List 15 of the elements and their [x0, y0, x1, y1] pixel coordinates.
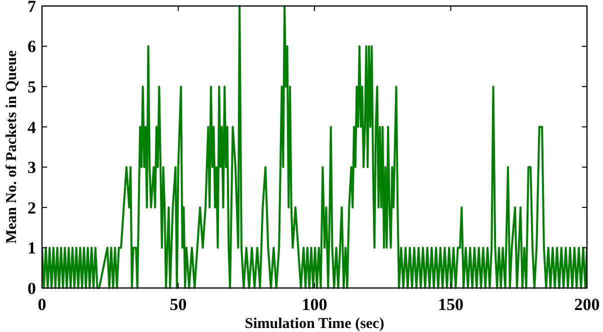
line-series — [42, 5, 587, 289]
y-axis-title: Mean No. of Packets in Queue — [4, 50, 20, 244]
x-tick-label: 200 — [574, 295, 600, 314]
y-tick-label: 5 — [28, 78, 36, 97]
x-tick-label: 150 — [438, 295, 464, 314]
y-tick-label: 0 — [28, 278, 36, 298]
x-tick-label: 50 — [170, 295, 187, 314]
x-tick-label: 100 — [302, 295, 328, 314]
y-tick-label: 7 — [28, 0, 36, 16]
y-tick-label: 2 — [28, 198, 36, 218]
y-tick-label: 3 — [28, 158, 36, 178]
y-tick-label: 6 — [28, 37, 36, 56]
x-axis-title: Simulation Time (sec) — [244, 316, 384, 332]
y-tick-label: 4 — [28, 118, 36, 137]
y-tick-label: 1 — [28, 238, 36, 258]
